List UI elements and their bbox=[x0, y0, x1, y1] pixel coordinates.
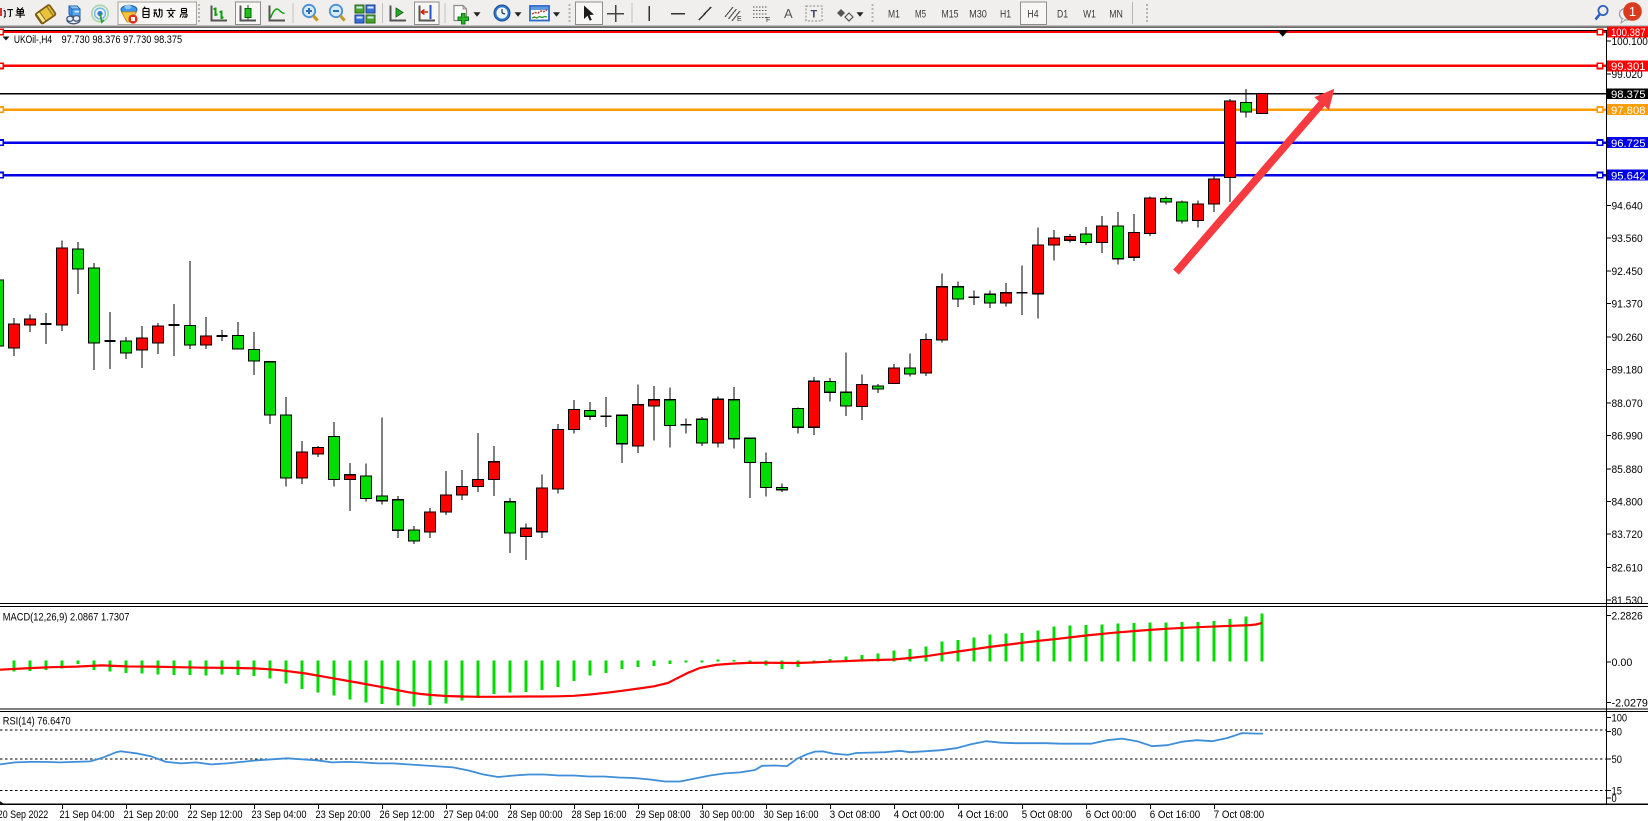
svg-text:RSI(14) 76.6470: RSI(14) 76.6470 bbox=[3, 716, 71, 728]
svg-text:UKOil-,H4: UKOil-,H4 bbox=[14, 34, 52, 46]
svg-text:4 Oct 00:00: 4 Oct 00:00 bbox=[894, 809, 944, 821]
svg-text:30 Sep 00:00: 30 Sep 00:00 bbox=[700, 809, 755, 821]
svg-text:T: T bbox=[811, 9, 818, 21]
svg-text:95.642: 95.642 bbox=[1611, 170, 1646, 182]
svg-text:-2.0279: -2.0279 bbox=[1612, 698, 1648, 710]
svg-text:99.301: 99.301 bbox=[1611, 61, 1646, 73]
svg-text:W1: W1 bbox=[1083, 9, 1096, 21]
svg-text:81.530: 81.530 bbox=[1612, 595, 1643, 607]
svg-text:84.800: 84.800 bbox=[1612, 496, 1643, 508]
svg-text:MN: MN bbox=[1109, 9, 1123, 21]
svg-text:2.2826: 2.2826 bbox=[1612, 611, 1643, 623]
svg-text:28 Sep 16:00: 28 Sep 16:00 bbox=[572, 809, 627, 821]
svg-text:D1: D1 bbox=[1057, 9, 1068, 21]
svg-text:H1: H1 bbox=[1000, 9, 1011, 21]
svg-text:23 Sep 20:00: 23 Sep 20:00 bbox=[316, 809, 371, 821]
svg-text:100.387: 100.387 bbox=[1611, 27, 1646, 39]
svg-text:82.610: 82.610 bbox=[1612, 562, 1643, 574]
svg-text:5 Oct 08:00: 5 Oct 08:00 bbox=[1022, 809, 1072, 821]
svg-text:M30: M30 bbox=[969, 9, 987, 21]
svg-text:93.560: 93.560 bbox=[1612, 233, 1643, 245]
svg-text:100: 100 bbox=[1612, 713, 1628, 725]
svg-text:85.880: 85.880 bbox=[1612, 464, 1643, 476]
svg-text:20 Sep 2022: 20 Sep 2022 bbox=[0, 809, 48, 821]
svg-text:MACD(12,26,9) 2.0867 1.7307: MACD(12,26,9) 2.0867 1.7307 bbox=[3, 612, 130, 624]
svg-text:100.100: 100.100 bbox=[1612, 36, 1648, 48]
svg-text:50: 50 bbox=[1612, 754, 1622, 766]
svg-text:23 Sep 04:00: 23 Sep 04:00 bbox=[252, 809, 307, 821]
svg-text:H4: H4 bbox=[1027, 9, 1038, 21]
svg-text:6 Oct 16:00: 6 Oct 16:00 bbox=[1150, 809, 1200, 821]
svg-text:3 Oct 08:00: 3 Oct 08:00 bbox=[830, 809, 880, 821]
svg-text:15: 15 bbox=[1612, 785, 1622, 797]
svg-text:30 Sep 16:00: 30 Sep 16:00 bbox=[764, 809, 819, 821]
svg-text:21 Sep 20:00: 21 Sep 20:00 bbox=[124, 809, 179, 821]
svg-text:97.808: 97.808 bbox=[1611, 105, 1646, 117]
svg-text:M5: M5 bbox=[915, 9, 926, 21]
svg-text:27 Sep 04:00: 27 Sep 04:00 bbox=[444, 809, 499, 821]
svg-text:88.070: 88.070 bbox=[1612, 398, 1643, 410]
svg-text:1: 1 bbox=[1629, 4, 1636, 19]
svg-text:E: E bbox=[737, 16, 742, 23]
svg-text:F: F bbox=[766, 17, 770, 24]
svg-text:91.370: 91.370 bbox=[1612, 299, 1643, 311]
svg-text:0: 0 bbox=[1612, 793, 1617, 805]
svg-text:86.990: 86.990 bbox=[1612, 431, 1643, 443]
svg-text:99.020: 99.020 bbox=[1612, 69, 1643, 81]
svg-text:98.375: 98.375 bbox=[1611, 89, 1646, 101]
svg-text:97.730 98.376 97.730 98.375: 97.730 98.376 97.730 98.375 bbox=[62, 34, 183, 46]
svg-text:89.180: 89.180 bbox=[1612, 365, 1643, 377]
svg-text:7 Oct 08:00: 7 Oct 08:00 bbox=[1214, 809, 1264, 821]
svg-text:22 Sep 12:00: 22 Sep 12:00 bbox=[188, 809, 243, 821]
svg-text:28 Sep 00:00: 28 Sep 00:00 bbox=[508, 809, 563, 821]
svg-text:80: 80 bbox=[1612, 727, 1622, 739]
svg-text:21 Sep 04:00: 21 Sep 04:00 bbox=[60, 809, 115, 821]
svg-text:4 Oct 16:00: 4 Oct 16:00 bbox=[958, 809, 1008, 821]
svg-text:96.725: 96.725 bbox=[1611, 138, 1646, 150]
svg-text:94.640: 94.640 bbox=[1612, 200, 1643, 212]
svg-text:M15: M15 bbox=[942, 9, 959, 21]
svg-text:26 Sep 12:00: 26 Sep 12:00 bbox=[380, 809, 435, 821]
svg-text:29 Sep 08:00: 29 Sep 08:00 bbox=[636, 809, 691, 821]
svg-text:M1: M1 bbox=[888, 9, 900, 21]
svg-text:83.720: 83.720 bbox=[1612, 529, 1643, 541]
svg-text:0.00: 0.00 bbox=[1612, 657, 1633, 669]
svg-text:A: A bbox=[784, 6, 793, 21]
svg-text:90.260: 90.260 bbox=[1612, 332, 1643, 344]
svg-text:6 Oct 00:00: 6 Oct 00:00 bbox=[1086, 809, 1136, 821]
svg-text:92.450: 92.450 bbox=[1612, 266, 1643, 278]
